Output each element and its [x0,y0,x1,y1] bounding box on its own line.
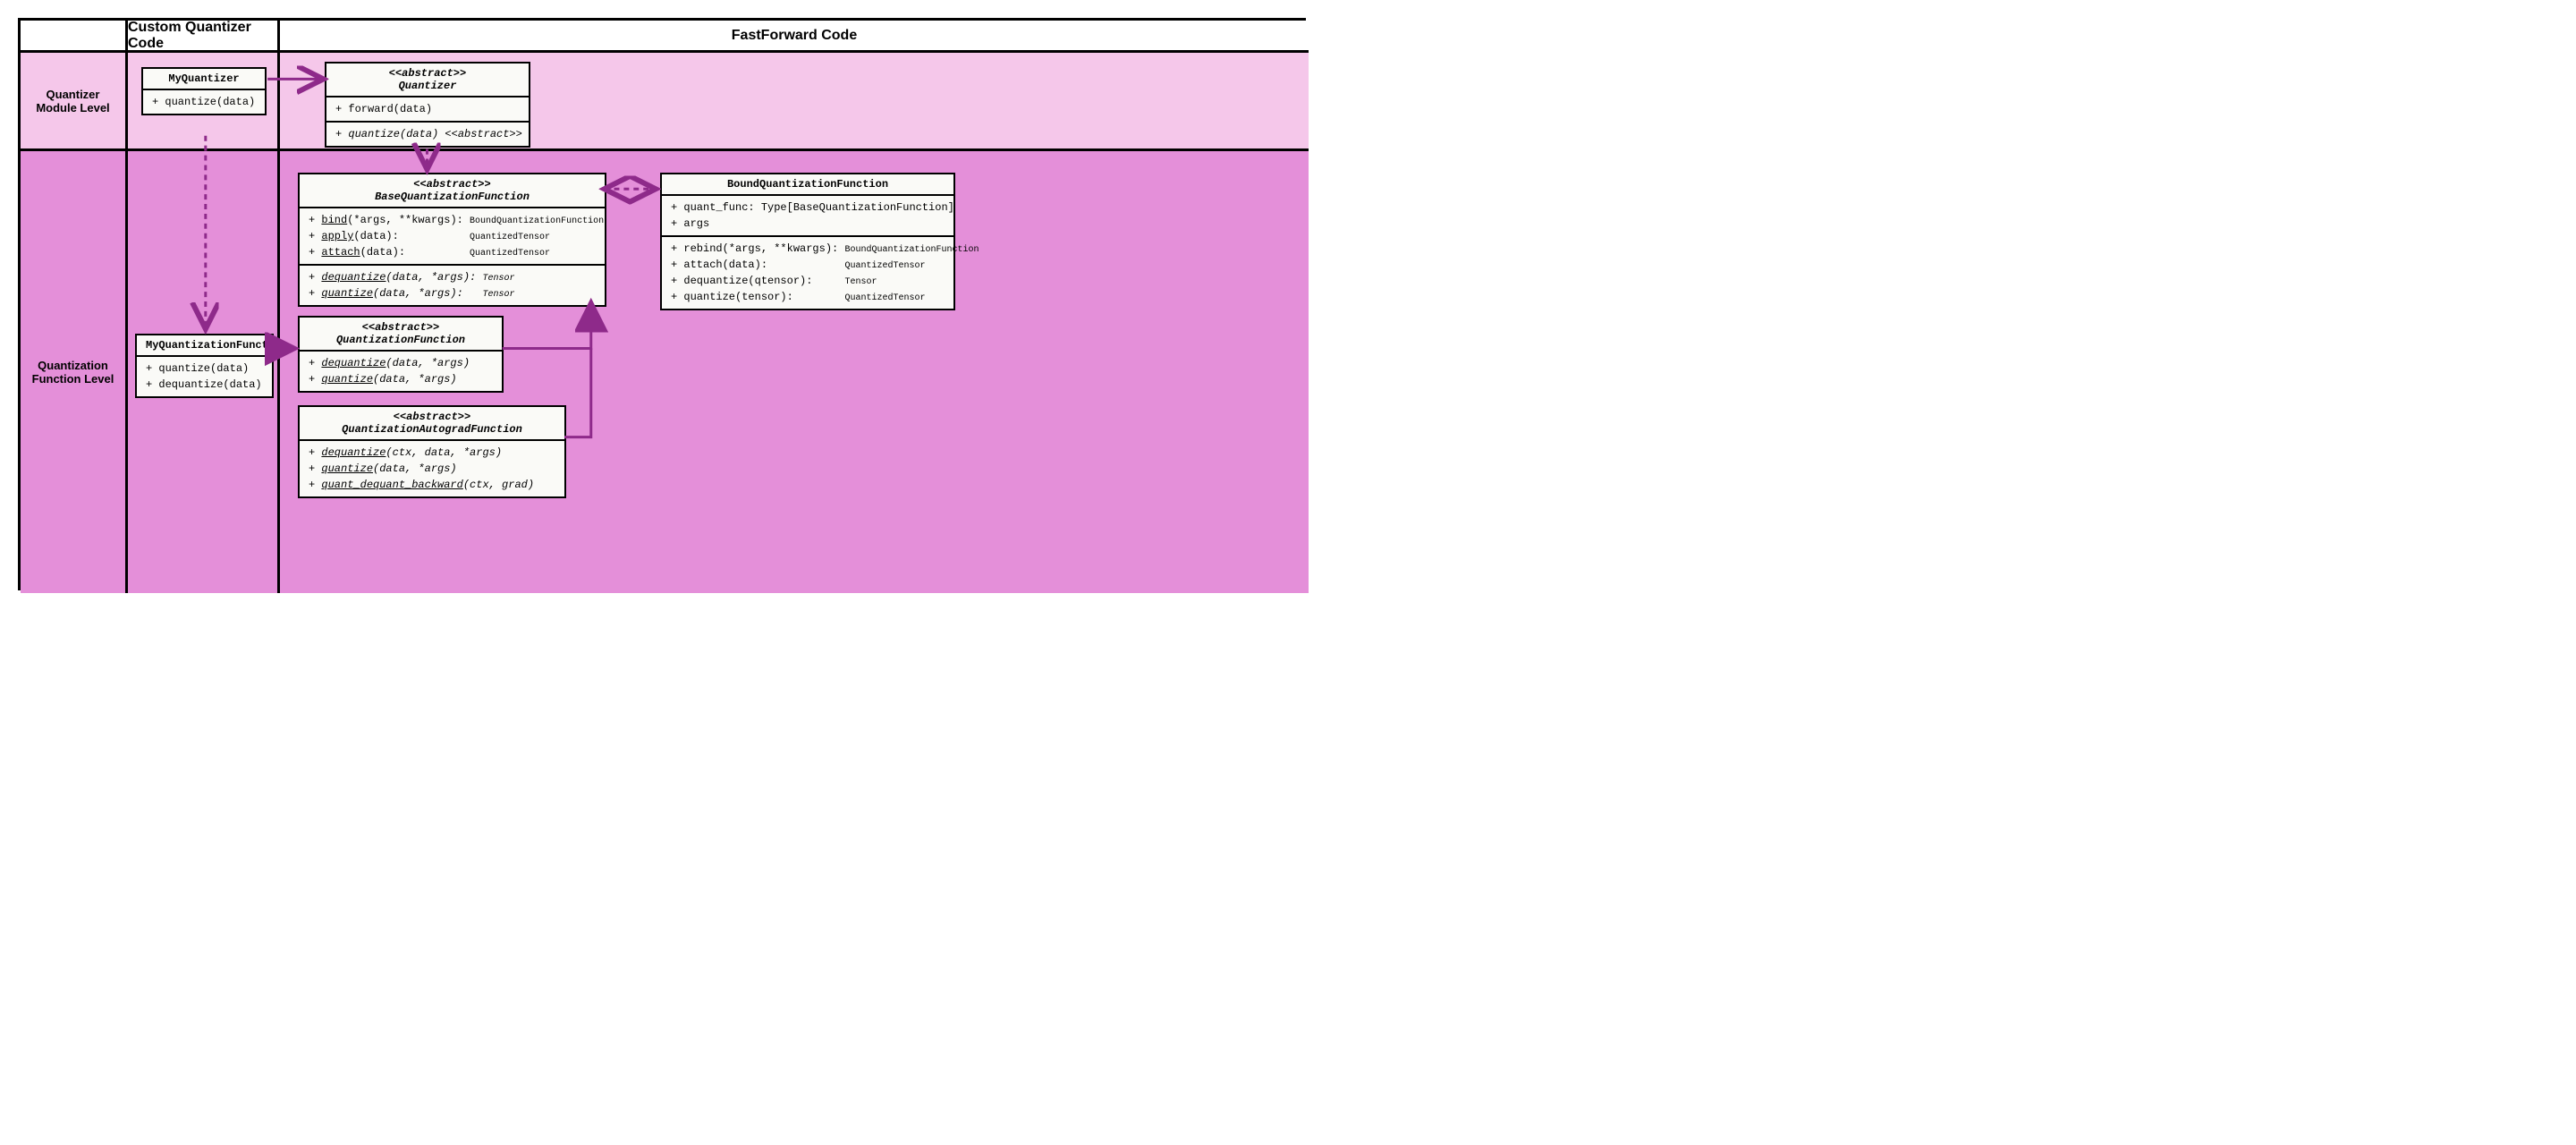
class-baseQuantFunc: <<abstract>>BaseQuantizationFunction+ bi… [298,173,606,307]
class-diagram: Quantizer Module LevelQuantization Funct… [18,18,1306,590]
col-header-1: Custom Quantizer Code [128,21,280,53]
row-header-2: Quantization Function Level [21,151,128,593]
class-myQuantizer: MyQuantizer+ quantize(data) [141,67,267,115]
class-quantizer: <<abstract>>Quantizer+ forward(data)+ qu… [325,62,530,148]
class-myQuantFunc: MyQuantizationFunction+ quantize(data)+ … [135,334,274,398]
class-boundQuantFunc: BoundQuantizationFunction+ quant_func: T… [660,173,955,310]
class-quantFunc: <<abstract>>QuantizationFunction+ dequan… [298,316,504,393]
col-header-2: FastForward Code [280,21,1309,53]
row-header-1: Quantizer Module Level [21,53,128,151]
class-quantAutograd: <<abstract>>QuantizationAutogradFunction… [298,405,566,498]
